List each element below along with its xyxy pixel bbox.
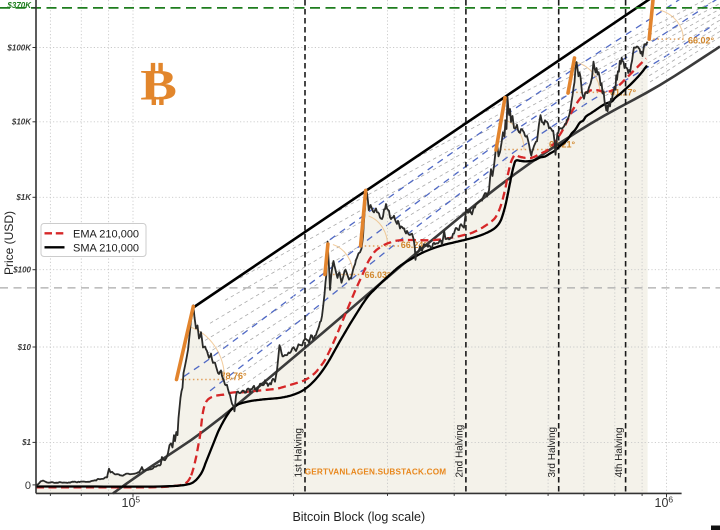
svg-text:0: 0 bbox=[25, 480, 31, 492]
svg-text:4th Halving: 4th Halving bbox=[614, 427, 625, 477]
svg-text:66.02°: 66.02° bbox=[688, 36, 715, 46]
svg-text:Price (USD): Price (USD) bbox=[2, 211, 16, 275]
svg-text:$1K: $1K bbox=[15, 193, 32, 202]
svg-text:GERTVANLAGEN.SUBSTACK.COM: GERTVANLAGEN.SUBSTACK.COM bbox=[305, 468, 447, 477]
svg-text:2nd Halving: 2nd Halving bbox=[454, 425, 465, 478]
svg-text:1st Halving: 1st Halving bbox=[294, 428, 305, 477]
svg-text:78.76°: 78.76° bbox=[221, 371, 248, 381]
svg-text:66.03°: 66.03° bbox=[365, 270, 392, 280]
svg-text:$370K: $370K bbox=[6, 1, 32, 10]
svg-text:$10K: $10K bbox=[11, 118, 32, 127]
svg-text:$100K: $100K bbox=[6, 43, 32, 52]
svg-text:SMA 210,000: SMA 210,000 bbox=[73, 243, 139, 255]
svg-text:3rd Halving: 3rd Halving bbox=[547, 427, 558, 478]
svg-text:$10: $10 bbox=[17, 343, 32, 352]
svg-text:$100: $100 bbox=[12, 266, 31, 275]
svg-text:$1: $1 bbox=[21, 438, 31, 447]
svg-text:Bitcoin Block (log scale): Bitcoin Block (log scale) bbox=[292, 510, 425, 524]
svg-text:EMA 210,000: EMA 210,000 bbox=[73, 229, 139, 241]
